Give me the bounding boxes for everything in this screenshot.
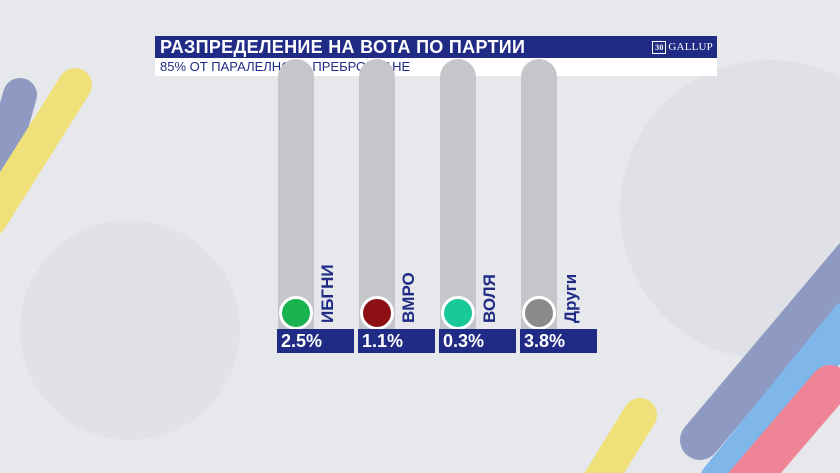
value-label: 1.1% (362, 331, 404, 351)
bar-track (521, 59, 557, 337)
value-label-box: 3.8% (520, 329, 597, 353)
value-label: 0.3% (443, 331, 485, 351)
bar-track (278, 59, 314, 337)
bar-marker (522, 296, 556, 330)
bar-track (440, 59, 476, 337)
category-label: ВОЛЯ (480, 274, 499, 323)
bar-marker (279, 296, 313, 330)
category-label: ВМРО (399, 272, 418, 323)
chart-title-bar: РАЗПРЕДЕЛЕНИЕ НА ВОТА ПО ПАРТИИ 30 GALLU… (155, 36, 717, 58)
value-label: 2.5% (281, 331, 323, 351)
value-label-box: 2.5% (277, 329, 354, 353)
chart-subtitle-bar: 85% ОТ ПАРАЛЕЛНОТО ПРЕБРОЯВАНЕ (155, 58, 717, 76)
bar-marker (360, 296, 394, 330)
logo-text: GALLUP (668, 40, 713, 53)
category-label: Други (561, 273, 580, 323)
value-label-box: 0.3% (439, 329, 516, 353)
logo-number: 30 (652, 40, 667, 54)
bar-track (359, 59, 395, 337)
value-label: 3.8% (524, 331, 566, 351)
chart-title: РАЗПРЕДЕЛЕНИЕ НА ВОТА ПО ПАРТИИ (160, 37, 526, 57)
category-label: ИБГНИ (318, 264, 337, 323)
bar-marker (441, 296, 475, 330)
gallup-logo: 30 GALLUP (652, 39, 713, 55)
value-label-box: 1.1% (358, 329, 435, 353)
